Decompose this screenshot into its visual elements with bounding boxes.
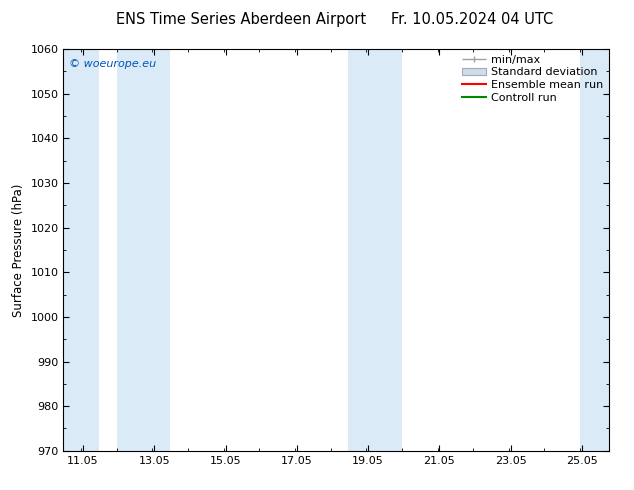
Bar — [63, 49, 99, 451]
Bar — [580, 49, 609, 451]
Legend: min/max, Standard deviation, Ensemble mean run, Controll run: min/max, Standard deviation, Ensemble me… — [458, 51, 606, 106]
Text: © woeurope.eu: © woeurope.eu — [69, 59, 156, 69]
Text: ENS Time Series Aberdeen Airport: ENS Time Series Aberdeen Airport — [116, 12, 366, 27]
Y-axis label: Surface Pressure (hPa): Surface Pressure (hPa) — [12, 183, 25, 317]
Text: Fr. 10.05.2024 04 UTC: Fr. 10.05.2024 04 UTC — [391, 12, 553, 27]
Bar — [349, 49, 402, 451]
Bar — [117, 49, 171, 451]
